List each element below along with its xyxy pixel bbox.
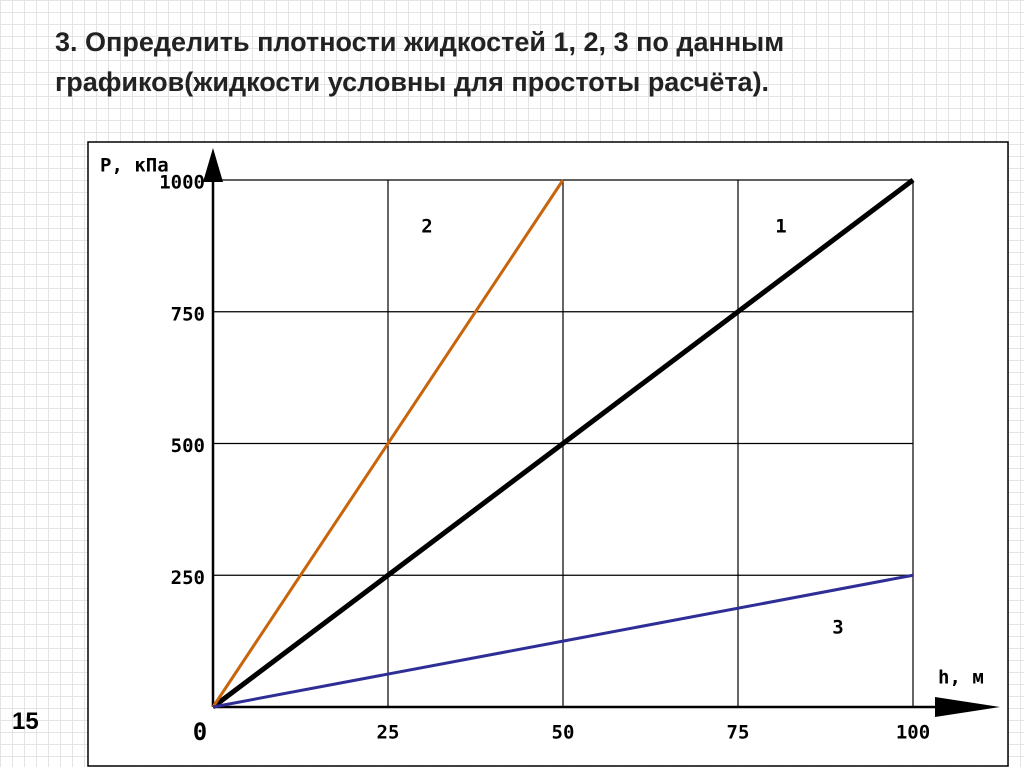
x-tick-label: 0 xyxy=(193,718,207,746)
series-line xyxy=(211,179,565,708)
x-tick-label: 50 xyxy=(552,722,575,744)
page-number: 15 xyxy=(12,708,39,735)
x-axis-label: h, м xyxy=(938,667,984,689)
y-tick-label: 750 xyxy=(171,303,205,325)
x-arrow xyxy=(935,697,1000,717)
series-label: 1 xyxy=(775,216,786,238)
y-tick-label: 250 xyxy=(171,567,205,589)
series-label: 2 xyxy=(421,216,432,238)
y-tick-label: 1000 xyxy=(159,172,205,194)
slide-title: 3. Определить плотности жидкостей 1, 2, … xyxy=(55,27,785,97)
series-label: 3 xyxy=(832,617,843,639)
y-tick-label: 500 xyxy=(171,435,205,457)
x-tick-label: 75 xyxy=(727,722,750,744)
x-tick-label: 25 xyxy=(377,722,400,744)
series-line xyxy=(212,573,914,709)
y-axis-label: P, кПа xyxy=(100,155,169,177)
x-tick-label: 100 xyxy=(896,722,930,744)
series-line xyxy=(211,178,915,709)
